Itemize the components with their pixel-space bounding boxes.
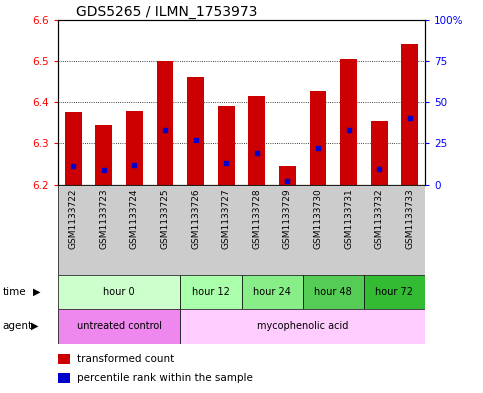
Text: GSM1133727: GSM1133727	[222, 188, 231, 249]
Bar	[96, 125, 112, 185]
Text: percentile rank within the sample: percentile rank within the sample	[77, 373, 253, 383]
Bar	[279, 166, 296, 185]
Text: ▶: ▶	[33, 287, 41, 297]
Text: hour 0: hour 0	[103, 287, 135, 297]
Bar	[242, 275, 303, 309]
Bar	[248, 96, 265, 185]
Text: ▶: ▶	[31, 321, 39, 331]
Text: GSM1133724: GSM1133724	[130, 188, 139, 249]
Text: agent: agent	[2, 321, 32, 331]
Bar	[126, 111, 143, 185]
Text: GSM1133733: GSM1133733	[405, 188, 414, 249]
Bar	[371, 121, 387, 185]
Text: untreated control: untreated control	[77, 321, 162, 331]
Bar	[156, 61, 173, 185]
Text: transformed count: transformed count	[77, 354, 174, 364]
Text: GDS5265 / ILMN_1753973: GDS5265 / ILMN_1753973	[76, 5, 258, 18]
Bar	[364, 275, 425, 309]
Bar	[180, 275, 242, 309]
Text: GSM1133723: GSM1133723	[99, 188, 108, 249]
Text: GSM1133729: GSM1133729	[283, 188, 292, 249]
Bar	[303, 275, 364, 309]
Text: GSM1133730: GSM1133730	[313, 188, 323, 249]
Bar	[65, 112, 82, 185]
Text: hour 24: hour 24	[253, 287, 291, 297]
Bar	[218, 107, 235, 185]
Bar	[58, 309, 180, 344]
Text: hour 72: hour 72	[375, 287, 413, 297]
Bar	[310, 91, 327, 185]
Text: mycophenolic acid: mycophenolic acid	[257, 321, 348, 331]
Bar	[340, 59, 357, 185]
Bar	[180, 309, 425, 344]
Text: GSM1133726: GSM1133726	[191, 188, 200, 249]
Text: hour 48: hour 48	[314, 287, 352, 297]
Text: GSM1133731: GSM1133731	[344, 188, 353, 249]
Text: GSM1133722: GSM1133722	[69, 188, 78, 249]
Bar	[401, 44, 418, 185]
Bar	[187, 77, 204, 185]
Bar	[58, 275, 180, 309]
Text: GSM1133725: GSM1133725	[160, 188, 170, 249]
Text: time: time	[2, 287, 26, 297]
Text: hour 12: hour 12	[192, 287, 230, 297]
Text: GSM1133728: GSM1133728	[252, 188, 261, 249]
Text: GSM1133732: GSM1133732	[375, 188, 384, 249]
